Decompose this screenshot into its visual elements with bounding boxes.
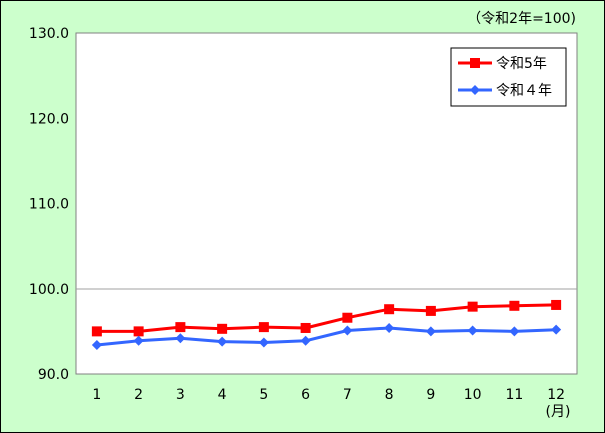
- x-tick-label: 3: [176, 387, 185, 403]
- series-line-r4: [96, 326, 557, 347]
- y-tick-label: 130.0: [29, 26, 69, 42]
- data-point: [509, 326, 520, 337]
- x-tick-label: 7: [343, 387, 352, 403]
- data-point: [467, 301, 478, 312]
- x-tick-label: 12: [547, 387, 565, 403]
- data-point: [258, 322, 269, 333]
- x-tick-label: 9: [426, 387, 435, 403]
- data-point: [258, 337, 269, 348]
- y-tick-label: 100.0: [29, 282, 69, 298]
- data-point: [91, 326, 102, 337]
- x-tick-label: 2: [134, 387, 143, 403]
- x-tick-label: 1: [92, 387, 101, 403]
- x-tick-label: 8: [385, 387, 394, 403]
- y-tick-label: 110.0: [29, 197, 69, 213]
- data-point: [217, 323, 228, 334]
- legend-label-r4: 令和４年: [496, 83, 552, 99]
- data-point: [133, 326, 144, 337]
- y-tick-label: 120.0: [29, 111, 69, 127]
- x-tick-label: 10: [464, 387, 482, 403]
- data-point: [175, 333, 186, 344]
- legend-marker-r4: [470, 85, 480, 95]
- data-point: [509, 300, 520, 311]
- data-point: [175, 322, 186, 333]
- legend-label-r5: 令和5年: [496, 56, 547, 72]
- data-point: [551, 299, 562, 310]
- data-point: [384, 322, 395, 333]
- x-tick-label: 5: [259, 387, 268, 403]
- series-line-r5: [96, 303, 557, 333]
- data-point: [551, 324, 562, 335]
- x-tick-label: 4: [218, 387, 227, 403]
- data-point: [342, 325, 353, 336]
- data-point: [300, 322, 311, 333]
- legend-box: [450, 47, 567, 107]
- legend: 令和5年 令和４年: [450, 47, 567, 107]
- x-axis-tick-labels: 1 2 3 4 5 6 7 8 9 10 11 12: [92, 387, 565, 403]
- data-point: [425, 305, 436, 316]
- month-unit-label: (月): [546, 404, 571, 420]
- y-axis-tick-labels: 90.0 100.0 110.0 120.0 130.0: [29, 26, 69, 383]
- data-point: [217, 336, 228, 347]
- data-point: [300, 335, 311, 346]
- y-tick-label: 90.0: [38, 367, 69, 383]
- x-tick-label: 6: [301, 387, 310, 403]
- data-point: [91, 340, 102, 351]
- data-point: [467, 325, 478, 336]
- legend-marker-r5: [470, 58, 480, 68]
- data-point: [384, 304, 395, 315]
- data-point: [342, 312, 353, 323]
- series-layer: [91, 299, 562, 351]
- data-point: [425, 326, 436, 337]
- data-point: [133, 335, 144, 346]
- x-tick-label: 11: [505, 387, 523, 403]
- unit-note: （令和2年=100): [467, 11, 576, 27]
